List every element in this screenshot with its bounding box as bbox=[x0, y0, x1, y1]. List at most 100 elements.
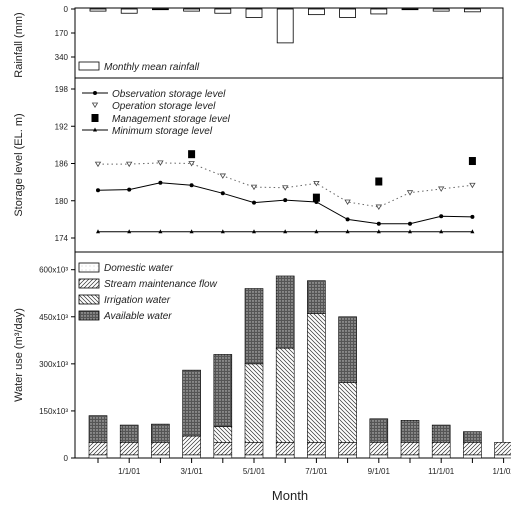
legends: Monthly mean rainfall Observation storage… bbox=[78, 61, 231, 322]
legend-swatch-rainfall bbox=[78, 61, 100, 71]
operation-point bbox=[313, 180, 320, 187]
water-use-y-tick-label: 0 bbox=[64, 454, 69, 463]
rainfall-bar bbox=[120, 8, 138, 14]
stream-maintenance-bar bbox=[182, 435, 201, 456]
x-tick-label: 3/1/01 bbox=[180, 467, 203, 476]
observation-point bbox=[189, 183, 194, 188]
observation-point bbox=[252, 200, 256, 205]
rainfall-panel: 0 170 340 bbox=[55, 5, 481, 62]
legend-swatch-water bbox=[78, 278, 100, 289]
storage-y-tick-label: 198 bbox=[55, 85, 69, 94]
operation-point bbox=[406, 190, 414, 196]
legend-label-rainfall: Monthly mean rainfall bbox=[104, 62, 200, 73]
rainfall-bar bbox=[214, 8, 232, 14]
storage-y-tick-label: 186 bbox=[55, 160, 69, 169]
available-water-bar bbox=[431, 424, 451, 443]
available-water-bar bbox=[307, 280, 326, 314]
minimum-point bbox=[158, 229, 163, 234]
observation-point bbox=[439, 214, 444, 219]
storage-y-tick-label: 174 bbox=[55, 234, 69, 243]
rainfall-bar bbox=[89, 8, 107, 12]
x-tick-label: 11/1/01 bbox=[428, 467, 455, 476]
minimum-point bbox=[470, 229, 475, 234]
operation-point bbox=[437, 186, 445, 192]
domestic-water-bar bbox=[213, 454, 233, 459]
available-water-bar bbox=[213, 354, 233, 427]
stream-maintenance-bar bbox=[275, 442, 295, 456]
rainfall-y-tick-label: 170 bbox=[55, 29, 69, 38]
minimum-point bbox=[96, 229, 100, 234]
minimum-point bbox=[283, 229, 288, 234]
available-water-bar bbox=[182, 369, 201, 437]
minimum-point bbox=[127, 229, 132, 234]
available-water-bar bbox=[338, 316, 357, 383]
operation-point bbox=[94, 161, 102, 168]
minimum-point bbox=[220, 229, 225, 234]
stream-maintenance-bar bbox=[494, 442, 511, 456]
storage-panel: 174 180 186 192 198 bbox=[55, 85, 476, 243]
irrigation-water-bar bbox=[307, 313, 326, 443]
legend-label-water: Domestic water bbox=[104, 263, 174, 274]
legend-marker-operation bbox=[91, 102, 99, 108]
rainfall-bar bbox=[463, 8, 481, 13]
minimum-point bbox=[439, 229, 444, 234]
operation-point bbox=[157, 160, 164, 166]
observation-point bbox=[158, 180, 163, 185]
rainfall-bar bbox=[151, 8, 169, 11]
observation-point bbox=[96, 188, 100, 193]
domestic-water-bar bbox=[494, 454, 511, 459]
operation-point bbox=[375, 204, 383, 210]
x-tick-label: 1/1/01 bbox=[118, 467, 141, 476]
available-water-bar bbox=[151, 423, 170, 443]
storage-y-axis-label: Storage level (EL. m) bbox=[13, 113, 25, 216]
irrigation-water-bar bbox=[338, 382, 357, 443]
domestic-water-bar bbox=[119, 454, 139, 459]
observation-point bbox=[283, 198, 288, 203]
x-tick-label: 1/1/02 bbox=[492, 467, 511, 476]
rainfall-bar bbox=[432, 8, 450, 12]
operation-point bbox=[219, 173, 227, 179]
legend-label-water: Stream maintenance flow bbox=[104, 279, 218, 290]
x-axis: 1/1/01 3/1/01 5/1/01 7/1/01 9/1/01 11/1/01 1/1… bbox=[97, 458, 511, 476]
minimum-point bbox=[408, 229, 412, 234]
x-tick-label: 9/1/01 bbox=[368, 467, 391, 476]
legend-marker-management bbox=[91, 114, 99, 122]
minimum-point bbox=[189, 229, 194, 234]
domestic-water-bar bbox=[400, 454, 420, 459]
management-point bbox=[468, 157, 476, 166]
legend-label-storage: Observation storage level bbox=[112, 89, 226, 100]
management-point bbox=[312, 193, 320, 202]
legend-label-water: Available water bbox=[103, 311, 172, 322]
water-use-y-tick-label: 600x10³ bbox=[39, 266, 68, 275]
stream-maintenance-bar bbox=[244, 442, 264, 456]
available-water-bar bbox=[369, 418, 389, 443]
stream-maintenance-bar bbox=[463, 442, 482, 456]
legend-swatch-water bbox=[78, 262, 100, 273]
minimum-point bbox=[345, 229, 350, 234]
rainfall-bar bbox=[307, 8, 325, 16]
water-use-y-tick-label: 300x10³ bbox=[39, 360, 68, 369]
stream-maintenance-bar bbox=[307, 442, 326, 456]
domestic-water-bar bbox=[88, 454, 108, 459]
legend-label-water: Irrigation water bbox=[104, 295, 171, 306]
management-point bbox=[188, 150, 196, 159]
stream-maintenance-bar bbox=[88, 442, 108, 456]
domestic-water-bar bbox=[307, 454, 326, 459]
rainfall-bar bbox=[245, 8, 263, 18]
stream-maintenance-bar bbox=[431, 442, 451, 456]
available-water-bar bbox=[88, 415, 108, 443]
stream-maintenance-bar bbox=[119, 442, 139, 456]
water-use-panel: 0 150x10³ 300x10³ 450x10³ 600x10³ bbox=[39, 266, 511, 463]
irrigation-water-bar bbox=[275, 347, 295, 443]
stream-maintenance-bar bbox=[213, 442, 233, 456]
domestic-water-bar bbox=[151, 454, 170, 459]
rainfall-y-tick-label: 340 bbox=[55, 53, 69, 62]
observation-point bbox=[220, 191, 225, 196]
domestic-water-bar bbox=[182, 454, 201, 459]
irrigation-water-bar bbox=[213, 426, 233, 443]
rainfall-y-axis-label: Rainfall (mm) bbox=[13, 12, 25, 77]
observation-point bbox=[376, 221, 381, 226]
available-water-bar bbox=[119, 424, 139, 443]
water-use-y-axis-label: Water use (m³/day) bbox=[13, 308, 25, 402]
rainfall-bar bbox=[370, 8, 388, 15]
